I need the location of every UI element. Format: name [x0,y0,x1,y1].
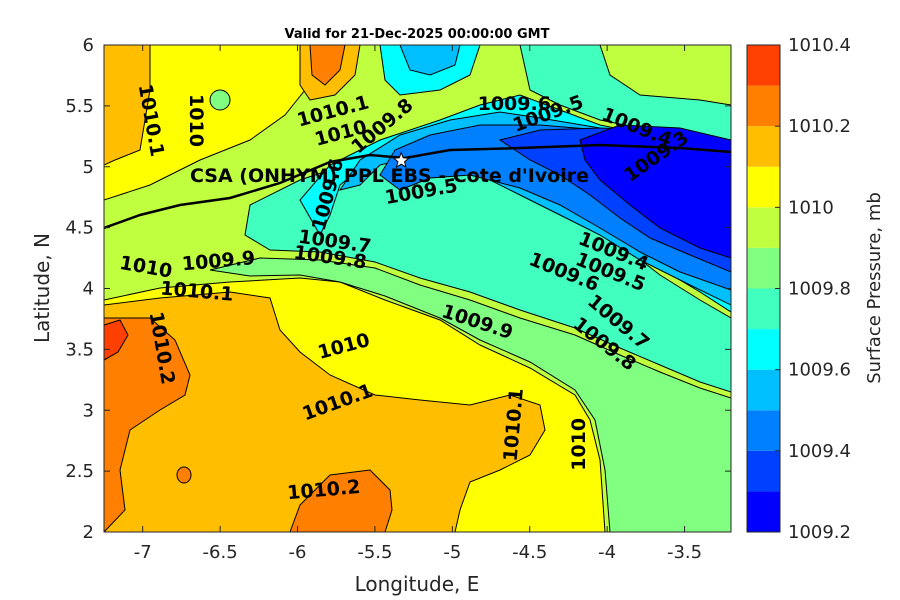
colorbar-level [747,329,780,370]
y-tick-label: 4 [83,279,94,300]
colorbar-tick-label: 1009.6 [788,360,851,381]
y-tick-label: 3.5 [65,339,94,360]
x-tick-label: -5.5 [357,542,392,563]
colorbar-level [747,410,780,451]
x-tick-label: -3.5 [667,542,702,563]
colorbar-level [747,166,780,208]
colorbar-tick-label: 1010.2 [788,116,851,137]
colorbar-level [747,85,780,127]
band-1010.3-west [104,319,129,361]
colorbar-level [747,126,780,167]
y-tick-label: 2 [83,522,94,543]
x-tick-label: -6.5 [203,542,238,563]
chart-title: Valid for 21-Dec-2025 00:00:00 GMT [285,27,550,42]
colorbar-level [747,45,780,86]
x-tick-label: -4.5 [512,542,547,563]
coastline [104,143,731,230]
band-1010.2-south [289,469,393,532]
y-axis-label: Latitude, N [30,233,54,343]
colorbar-level [747,247,780,289]
colorbar-tick-label: 1010.4 [788,35,851,56]
colorbar-level [747,491,780,532]
contour-field [104,45,731,532]
small-contour-loop [176,466,192,484]
colorbar-label: Surface Pressure, mb [864,192,885,384]
x-axis-label: Longitude, E [355,572,480,596]
x-tick-label: -7 [134,542,152,563]
band-1009.2 [579,124,731,259]
y-tick-label: 6 [83,35,94,56]
x-tick-label: -5 [443,542,461,563]
x-tick-label: -4 [598,542,616,563]
y-tick-label: 4.5 [65,218,94,239]
colorbar-level [747,207,780,248]
band-1009.8 [209,257,731,532]
colorbar-ticks: 1009.2 1009.4 1009.6 1009.8 1010 1010.2 1010.4 [775,35,851,543]
y-tick-label: 5 [83,157,94,178]
colorbar-tick-label: 1010 [788,197,834,218]
colorbar-tick-label: 1009.2 [788,522,851,543]
y-axis-ticks: 2 2.5 3 3.5 4 4.5 5 5.5 6 [65,35,731,543]
colorbar-tick-label: 1009.4 [788,441,851,462]
y-tick-label: 3 [83,400,94,421]
small-contour-loop [209,89,231,111]
colorbar-tick-label: 1009.8 [788,279,851,300]
colorbar-level [747,450,780,492]
colorbar-level [747,288,780,330]
band-1010.2-north [309,45,346,86]
x-tick-label: -6 [289,542,307,563]
contour-label: 1009.6 [478,93,551,115]
y-tick-label: 5.5 [65,96,94,117]
station-label: CSA (ONHYM) PPL EBS - Cote d'Ivoire [190,165,589,187]
contour-label: 1010 [185,94,207,147]
band-1010.1 [104,45,546,532]
colorbar [747,45,780,532]
colorbar-level [747,369,780,411]
band-1010.2-west [104,317,191,532]
contour-label: 1010 [568,418,590,471]
y-tick-label: 2.5 [65,461,94,482]
station-marker-icon [392,151,411,169]
x-axis-ticks: -7 -6.5 -6 -5.5 -5 -4.5 -4 -3.5 [134,45,702,563]
